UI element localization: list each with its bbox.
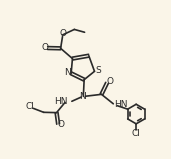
Text: Cl: Cl [26, 102, 35, 111]
Text: HN: HN [114, 100, 127, 109]
Text: N: N [79, 92, 86, 101]
Text: Cl: Cl [132, 129, 141, 138]
Text: HN: HN [55, 97, 68, 106]
Text: O: O [58, 120, 65, 129]
Text: O: O [106, 77, 113, 86]
Text: S: S [95, 66, 101, 76]
Text: N: N [64, 68, 71, 77]
Text: O: O [41, 43, 48, 52]
Text: O: O [59, 29, 66, 38]
